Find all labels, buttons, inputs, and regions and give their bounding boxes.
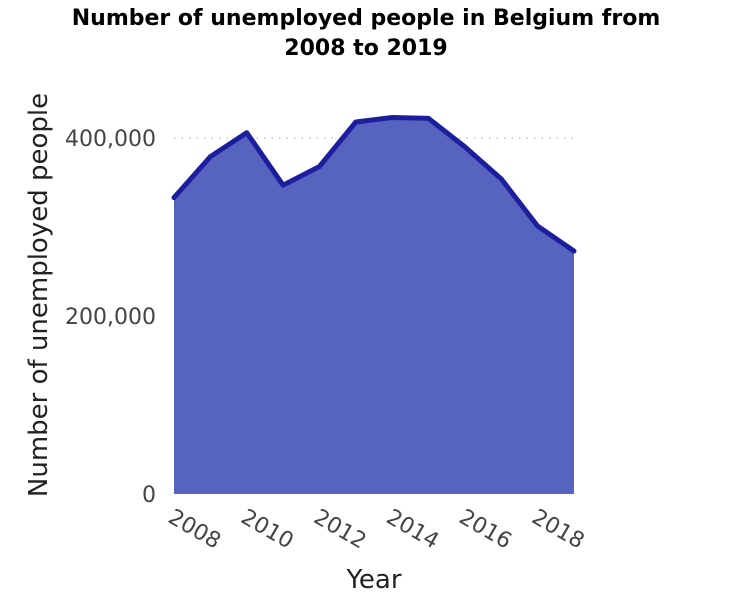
x-tick-labels: 2008 2010 2012 2014 2016 2018 [164, 505, 589, 555]
x-tick-label: 2010 [236, 505, 297, 555]
y-tick-label: 400,000 [65, 127, 156, 152]
x-axis-label: Year [345, 565, 401, 595]
area-fill [174, 117, 574, 494]
area-layer [171, 115, 577, 494]
x-tick-label: 2018 [527, 505, 588, 555]
y-axis-label: Number of unemployed people [24, 93, 54, 497]
x-tick-label: 2014 [382, 505, 443, 555]
y-tick-labels: 0 200,000 400,000 [65, 127, 156, 508]
x-tick-label: 2012 [309, 505, 370, 555]
series-line [171, 115, 577, 254]
y-tick-label: 0 [142, 483, 156, 508]
x-tick-label: 2016 [455, 505, 516, 555]
chart-title-line-2: 2008 to 2019 [284, 36, 448, 61]
chart-title-line-1: Number of unemployed people in Belgium f… [71, 6, 661, 31]
y-tick-label: 200,000 [65, 305, 156, 330]
x-tick-label: 2008 [164, 505, 225, 555]
